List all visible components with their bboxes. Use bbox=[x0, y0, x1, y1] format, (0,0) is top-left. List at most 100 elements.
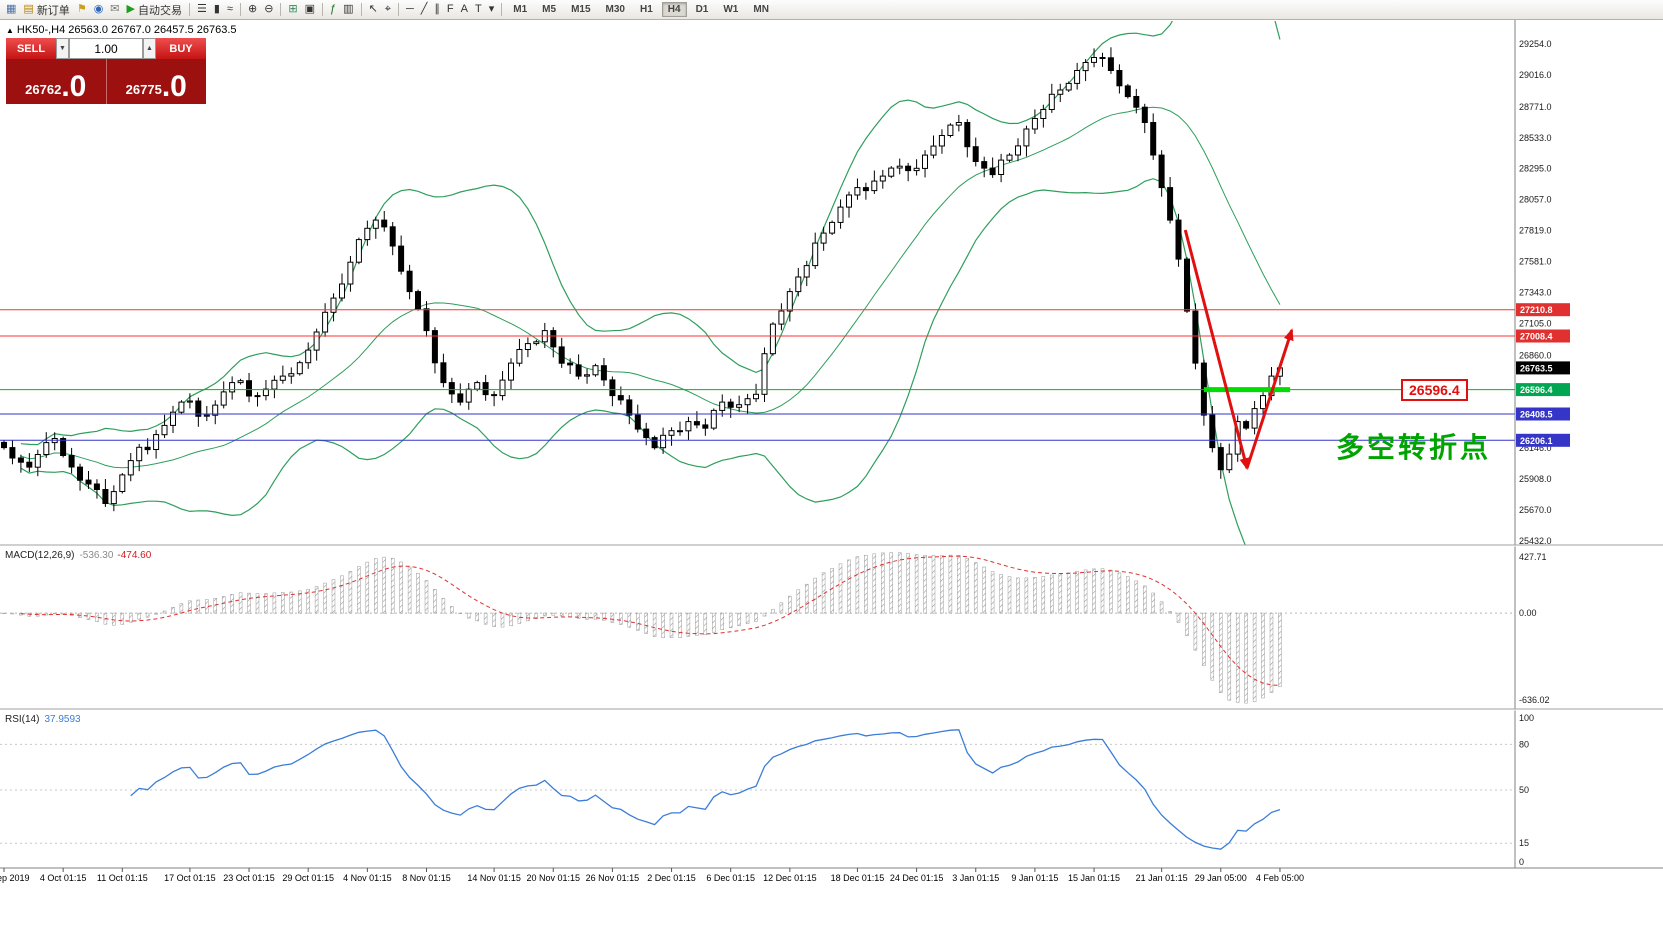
macd-histogram-bar bbox=[1007, 576, 1012, 614]
timeframe-button-h1[interactable]: H1 bbox=[639, 4, 653, 15]
trendline-icon[interactable]: ╱ bbox=[418, 2, 431, 18]
timeframe-button-m1[interactable]: M1 bbox=[513, 4, 528, 15]
timeframe-button-mn[interactable]: MN bbox=[753, 4, 769, 15]
label-icon[interactable]: T bbox=[472, 2, 485, 18]
candlestick-chart-icon: ▮ bbox=[213, 3, 220, 15]
horizontal-line-icon[interactable]: ─ bbox=[403, 2, 417, 18]
candle bbox=[508, 362, 514, 381]
candle bbox=[1057, 89, 1064, 95]
zoom-in-icon: ⊕ bbox=[247, 3, 258, 15]
text-icon[interactable]: A bbox=[458, 2, 471, 18]
candle bbox=[119, 474, 126, 492]
volume-decrement-button[interactable]: ▼ bbox=[56, 38, 69, 59]
candle bbox=[9, 447, 16, 459]
volume-input[interactable]: 1.00 bbox=[69, 38, 143, 59]
axis-label: 427.71 bbox=[1519, 552, 1547, 562]
collapse-panel-icon[interactable]: ▲ bbox=[6, 26, 14, 35]
alerts-icon: ⚑ bbox=[76, 3, 87, 15]
sell-button[interactable]: SELL bbox=[6, 38, 56, 59]
timeframe-button-m30[interactable]: M30 bbox=[605, 4, 625, 15]
macd-histogram-bar bbox=[1252, 612, 1257, 702]
buy-price[interactable]: 26775.0 bbox=[105, 59, 207, 104]
candle bbox=[719, 401, 726, 411]
volume-increment-button[interactable]: ▲ bbox=[143, 38, 156, 59]
candle bbox=[744, 398, 751, 406]
buy-button[interactable]: BUY bbox=[156, 38, 206, 59]
auto-arrange-icon: ▣ bbox=[304, 3, 316, 15]
macd-histogram-bar bbox=[171, 607, 175, 614]
candle bbox=[524, 343, 531, 351]
candle bbox=[710, 409, 717, 429]
timeframe-button-m5[interactable]: M5 bbox=[542, 4, 557, 15]
line-chart-icon[interactable]: ≈ bbox=[224, 2, 236, 18]
candle bbox=[575, 364, 582, 377]
trend-arrow[interactable] bbox=[1245, 328, 1294, 469]
community-icon[interactable]: ◉ bbox=[91, 2, 107, 18]
macd-histogram-bar bbox=[610, 612, 615, 623]
indicators-icon[interactable]: ƒ bbox=[327, 2, 339, 18]
candle bbox=[229, 382, 236, 393]
candlestick-chart-icon[interactable]: ▮ bbox=[211, 2, 223, 18]
time-label: 9 Jan 01:15 bbox=[1011, 873, 1058, 883]
time-label: 8 Nov 01:15 bbox=[402, 873, 451, 883]
crosshair-icon[interactable]: ⌖ bbox=[382, 2, 394, 18]
objects-list-icon[interactable]: ▥ bbox=[340, 2, 356, 18]
fibonacci-icon[interactable]: F bbox=[444, 2, 457, 18]
tile-windows-icon[interactable]: ⊞ bbox=[285, 2, 300, 18]
macd-histogram-bar bbox=[872, 553, 877, 614]
candle bbox=[643, 428, 650, 439]
candle bbox=[347, 261, 354, 285]
candle bbox=[1023, 128, 1030, 147]
candle bbox=[1209, 414, 1216, 449]
new-order-button-label: 新订单 bbox=[36, 4, 70, 17]
candle bbox=[364, 227, 371, 241]
cursor-icon[interactable]: ↖ bbox=[366, 2, 381, 18]
macd-histogram-bar bbox=[788, 595, 792, 614]
mail-icon[interactable]: ✉ bbox=[107, 2, 122, 18]
zoom-in-icon[interactable]: ⊕ bbox=[245, 2, 260, 18]
candle bbox=[626, 399, 633, 416]
macd-histogram-bar bbox=[162, 610, 167, 614]
new-order-button[interactable]: ▤ 新订单 bbox=[20, 2, 72, 18]
timeframe-button-d1[interactable]: D1 bbox=[695, 4, 709, 15]
candle bbox=[1015, 145, 1021, 156]
channel-icon[interactable]: ∥ bbox=[431, 2, 443, 18]
candle bbox=[237, 380, 244, 384]
timeframe-button-m15[interactable]: M15 bbox=[571, 4, 591, 15]
horizontal-level-lines[interactable] bbox=[0, 309, 1515, 441]
auto-trading-button[interactable]: ▶ 自动交易 bbox=[124, 2, 185, 18]
candle bbox=[431, 330, 438, 364]
candle bbox=[178, 401, 185, 413]
candle bbox=[795, 276, 802, 293]
time-label: 2 Dec 01:15 bbox=[647, 873, 696, 883]
trend-arrow[interactable] bbox=[1183, 229, 1250, 471]
bars-chart-icon[interactable]: ☰ bbox=[194, 2, 210, 18]
time-label: 21 Jan 01:15 bbox=[1136, 873, 1188, 883]
timeframe-button-w1[interactable]: W1 bbox=[723, 4, 739, 15]
sell-price[interactable]: 26762.0 bbox=[6, 59, 106, 104]
candle bbox=[77, 466, 83, 481]
candle bbox=[85, 479, 92, 485]
candle bbox=[947, 124, 954, 136]
axis-label: 26596.4 bbox=[1520, 385, 1553, 395]
drawn-arrows[interactable] bbox=[1183, 229, 1294, 471]
macd-histogram-bar bbox=[450, 606, 454, 614]
macd-histogram-bar bbox=[230, 594, 234, 614]
time-axis[interactable]: 27 Sep 2019 4 Oct 01:15 11 Oct 01:15 17 Oct… bbox=[0, 868, 1304, 883]
macd-histogram-bar bbox=[10, 612, 15, 615]
alerts-icon[interactable]: ⚑ bbox=[74, 2, 90, 18]
candle bbox=[761, 353, 768, 395]
candle bbox=[1150, 122, 1157, 156]
macd-histogram-bar bbox=[1261, 612, 1265, 699]
shapes-icon[interactable]: ▾ bbox=[486, 2, 498, 18]
timeframe-button-h4[interactable]: H4 bbox=[661, 2, 687, 17]
macd-histogram-bar bbox=[424, 580, 429, 614]
macd-histogram-bar bbox=[1041, 576, 1046, 614]
auto-arrange-icon[interactable]: ▣ bbox=[302, 2, 318, 18]
new-chart-icon[interactable]: ▦ bbox=[3, 2, 19, 18]
price-axis[interactable]: 29254.0 29016.0 28771.0 28533.0 28295.0 28057… bbox=[0, 20, 1663, 869]
candle bbox=[43, 442, 50, 456]
candle bbox=[220, 391, 227, 406]
zoom-out-icon[interactable]: ⊖ bbox=[261, 2, 276, 18]
